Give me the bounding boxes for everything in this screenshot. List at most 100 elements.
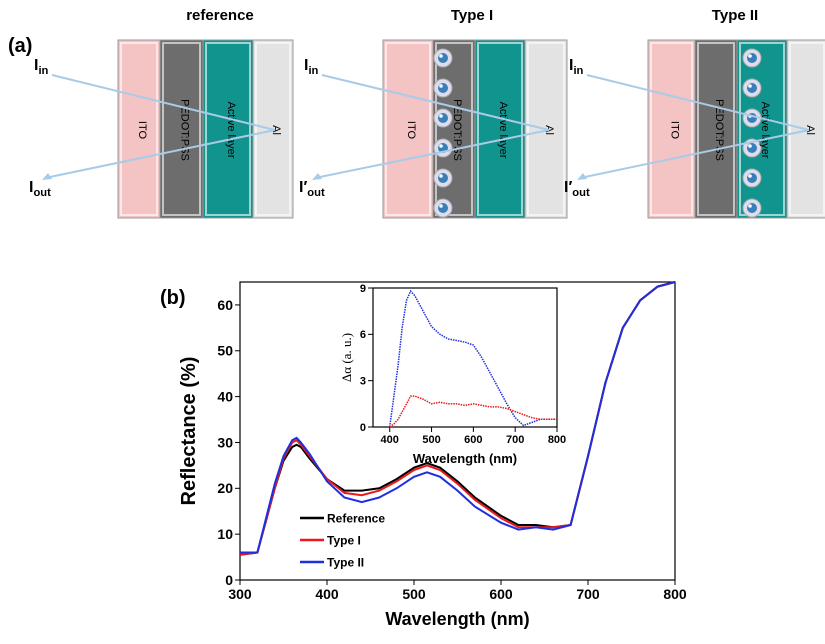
diagram-title: reference — [186, 7, 254, 24]
layer-label: Active layer — [497, 102, 509, 159]
beam-in-label-main: I — [34, 57, 38, 74]
y-tick-label: 9 — [360, 283, 366, 295]
x-axis-label: Wavelength (nm) — [385, 609, 529, 629]
layer-bevel — [385, 42, 431, 216]
beam-out — [314, 129, 550, 179]
nanoparticle-core — [747, 83, 757, 93]
layer — [382, 39, 434, 219]
nanoparticle-core — [438, 113, 448, 123]
beam-out-label-sub: out — [572, 187, 590, 199]
nanoparticle-core — [747, 173, 757, 183]
layer — [432, 39, 476, 219]
layer-label: ITO — [669, 121, 681, 140]
y-tick-label: 10 — [217, 526, 233, 542]
beam-arrow — [312, 173, 322, 180]
nanoparticle-shine — [748, 174, 752, 178]
nanoparticle-core — [747, 203, 757, 213]
layer-label: PEDOT:PSS — [179, 99, 191, 161]
x-tick-label: 800 — [663, 586, 687, 602]
x-tick-label: 400 — [315, 586, 339, 602]
nanoparticle-shine — [748, 54, 752, 58]
nanoparticle-shine — [439, 114, 443, 118]
nanoparticle-core — [747, 53, 757, 63]
beam-out — [44, 129, 276, 179]
y-tick-label: 50 — [217, 343, 233, 359]
beam-arrow — [577, 173, 587, 180]
y-tick-label: 40 — [217, 389, 233, 405]
x-tick-label: 300 — [228, 586, 252, 602]
y-tick-label: 0 — [225, 572, 233, 588]
layer — [202, 39, 254, 219]
beam-in-label: Iin — [569, 57, 584, 77]
beam-in-label-main: I — [569, 57, 573, 74]
layer-bevel — [650, 42, 693, 216]
y-axis-label: Δα (a. u.) — [339, 333, 354, 382]
beam-in — [321, 74, 550, 131]
x-axis-label: Wavelength (nm) — [413, 451, 517, 466]
legend-label: Type I — [327, 534, 361, 548]
beam-in-label-main: I — [304, 57, 308, 74]
layer-bevel — [255, 42, 291, 216]
layer-bevel — [162, 42, 201, 216]
plot-frame — [239, 281, 676, 581]
layer-bevel — [477, 42, 523, 216]
beam-in-label-sub: in — [308, 65, 318, 77]
beam-out — [579, 129, 810, 179]
legend-label: Type II — [327, 556, 364, 570]
layer-label: Al — [270, 125, 282, 135]
nanoparticle-shine — [748, 204, 752, 208]
nanoparticle-core — [438, 203, 448, 213]
layer-bevel — [205, 42, 251, 216]
layer-label: PEDOT:PSS — [713, 99, 725, 161]
beam-in — [51, 74, 276, 131]
layer-bevel — [739, 42, 785, 216]
nanoparticle-shine — [439, 204, 443, 208]
nanoparticle-core — [438, 53, 448, 63]
nanoparticle-core — [438, 83, 448, 93]
layer-label: Active layer — [759, 102, 771, 159]
beam-out-label-sub: out — [307, 187, 325, 199]
nanoparticle-shine — [748, 84, 752, 88]
layer-bevel — [697, 42, 735, 216]
layer-label: ITO — [136, 121, 148, 140]
x-tick-label: 700 — [506, 434, 524, 446]
beam-in-label-sub: in — [573, 65, 583, 77]
nanoparticle-shine — [439, 174, 443, 178]
y-tick-label: 60 — [217, 297, 233, 313]
series-line — [240, 281, 676, 554]
beam-arrow — [42, 173, 52, 180]
x-tick-label: 600 — [489, 586, 513, 602]
layer — [694, 39, 738, 219]
plot-frame — [372, 287, 558, 428]
x-tick-label: 500 — [402, 586, 426, 602]
y-axis-label: Reflectance (%) — [178, 357, 200, 506]
beam-in — [586, 74, 810, 131]
layer — [736, 39, 788, 219]
y-tick-label: 3 — [360, 376, 366, 388]
layer — [159, 39, 204, 219]
legend-label: Reference — [327, 512, 385, 526]
layer-bevel — [789, 42, 825, 216]
diagram-title: Type I — [451, 7, 493, 24]
series-line — [388, 289, 557, 428]
beam-out-label: Iout — [29, 179, 51, 199]
x-tick-label: 700 — [576, 586, 600, 602]
nanoparticle-shine — [439, 54, 443, 58]
beam-out-label: I′out — [299, 179, 325, 199]
series-line — [389, 395, 557, 428]
beam-in-label: Iin — [34, 57, 49, 77]
beam-out-label-main: I′ — [299, 179, 307, 196]
layer-label: Active layer — [225, 102, 237, 159]
layer-bevel — [120, 42, 158, 216]
layer-bevel — [527, 42, 565, 216]
nanoparticle-shine — [439, 84, 443, 88]
x-tick-label: 800 — [548, 434, 566, 446]
layer-label: ITO — [405, 121, 417, 140]
y-tick-label: 0 — [360, 422, 366, 434]
beam-in-label-sub: in — [38, 65, 48, 77]
beam-out-label-main: I′ — [564, 179, 572, 196]
nanoparticle-core — [747, 143, 757, 153]
y-tick-label: 30 — [217, 434, 233, 450]
layer-label: Al — [804, 125, 816, 135]
